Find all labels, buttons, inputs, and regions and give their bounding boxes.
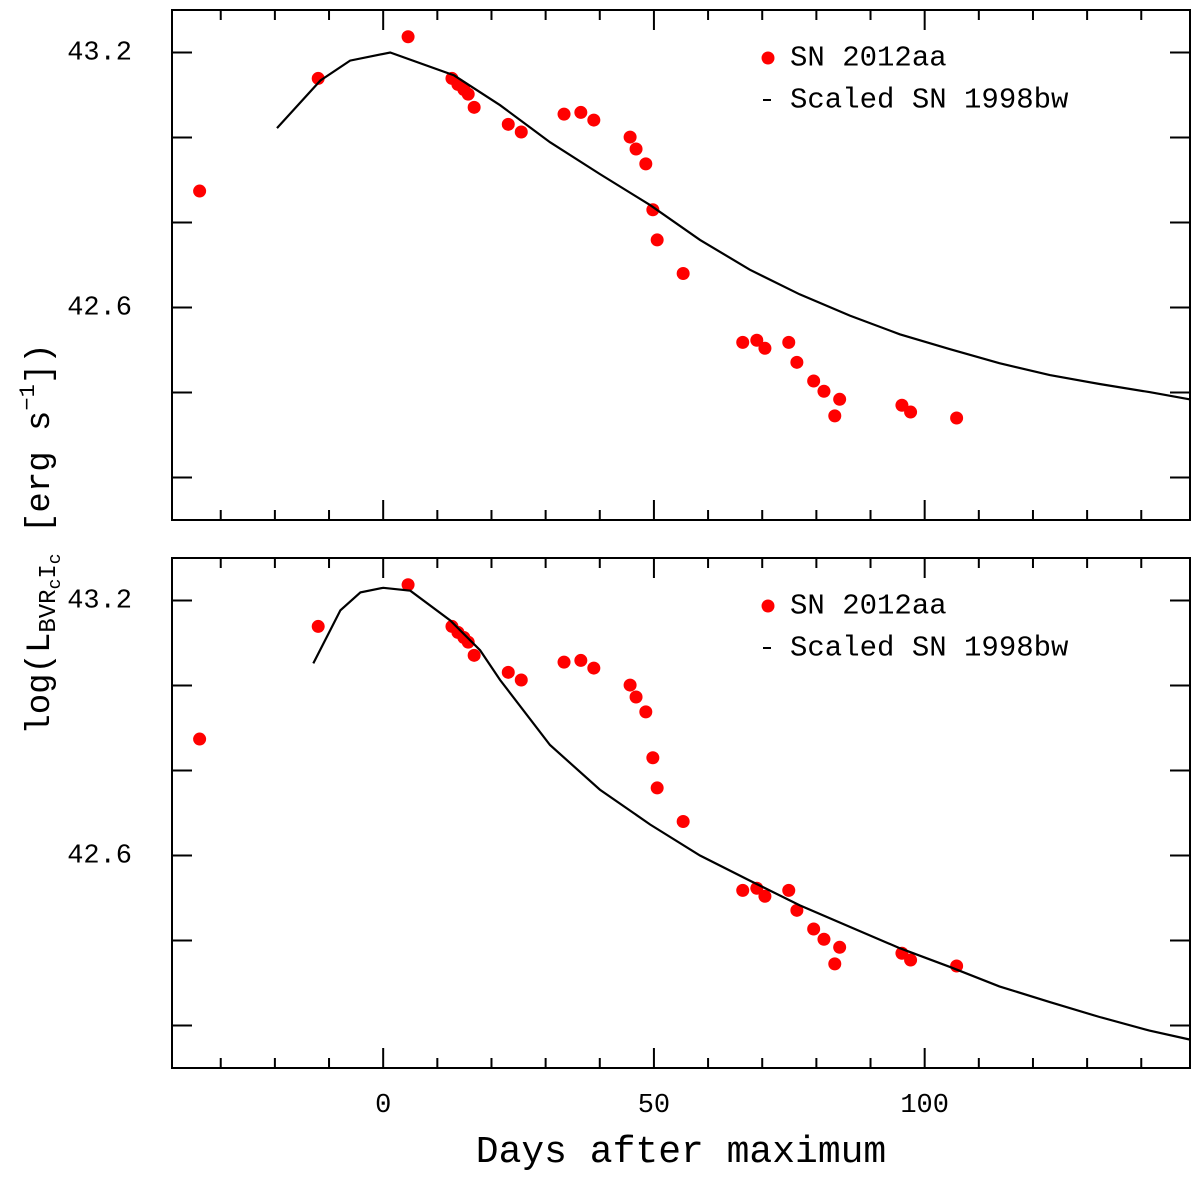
y-axis-label-part: c bbox=[46, 579, 66, 590]
data-point bbox=[501, 665, 515, 679]
data-point bbox=[828, 957, 842, 971]
data-point bbox=[401, 30, 415, 44]
data-point bbox=[587, 661, 601, 675]
legend-label: SN 2012aa bbox=[790, 42, 947, 75]
data-point bbox=[758, 341, 772, 355]
y-axis-label-part: c bbox=[46, 553, 66, 564]
data-point bbox=[758, 889, 772, 903]
legend-label: SN 2012aa bbox=[790, 590, 947, 623]
data-point bbox=[646, 751, 660, 765]
x-tick-label: 50 bbox=[638, 1091, 670, 1121]
data-point bbox=[501, 117, 515, 131]
data-point bbox=[467, 100, 481, 114]
data-point bbox=[514, 673, 528, 687]
data-point bbox=[650, 781, 664, 795]
y-tick-label: 43.2 bbox=[67, 39, 132, 69]
legend-marker bbox=[761, 51, 775, 65]
data-point bbox=[587, 113, 601, 127]
data-point bbox=[623, 678, 637, 692]
y-axis-label-part: log(L bbox=[22, 633, 60, 735]
plot-frame bbox=[171, 9, 1191, 521]
data-point bbox=[790, 903, 804, 917]
plot-frame bbox=[171, 557, 1191, 1069]
model-curve bbox=[276, 51, 1190, 401]
data-point bbox=[650, 233, 664, 247]
legend-label: Scaled SN 1998bw bbox=[790, 632, 1069, 665]
data-point bbox=[557, 107, 571, 121]
data-point bbox=[574, 653, 588, 667]
y-axis-label-part: ]) bbox=[22, 343, 60, 384]
data-point bbox=[817, 384, 831, 398]
data-point bbox=[646, 203, 660, 217]
data-point bbox=[807, 374, 821, 388]
x-tick-label: 0 bbox=[375, 1091, 391, 1121]
data-point bbox=[828, 409, 842, 423]
data-point bbox=[623, 130, 637, 144]
y-tick-label: 42.6 bbox=[67, 842, 132, 872]
data-point bbox=[833, 392, 847, 406]
data-point bbox=[557, 655, 571, 669]
data-point bbox=[904, 953, 918, 967]
data-point bbox=[467, 648, 481, 662]
y-tick-label: 43.2 bbox=[67, 587, 132, 617]
data-point bbox=[750, 333, 764, 347]
data-point bbox=[807, 922, 821, 936]
data-point bbox=[736, 883, 750, 897]
data-point bbox=[817, 932, 831, 946]
y-axis-label-part: I bbox=[36, 564, 63, 578]
data-point bbox=[904, 405, 918, 419]
data-point bbox=[950, 411, 964, 425]
data-point bbox=[514, 125, 528, 139]
data-point bbox=[193, 184, 207, 198]
legend-marker bbox=[761, 599, 775, 613]
data-point bbox=[629, 142, 643, 156]
data-point bbox=[676, 267, 690, 280]
data-point bbox=[461, 635, 475, 649]
data-point bbox=[461, 87, 475, 101]
data-point bbox=[311, 619, 325, 633]
data-point bbox=[790, 355, 804, 369]
y-axis-label-part: BVR bbox=[36, 589, 63, 632]
data-point bbox=[311, 71, 325, 85]
data-point bbox=[401, 578, 415, 592]
data-point bbox=[676, 815, 690, 828]
data-point bbox=[639, 157, 653, 171]
data-point bbox=[193, 732, 207, 746]
data-point bbox=[782, 335, 796, 349]
data-point bbox=[629, 690, 643, 704]
data-point bbox=[736, 335, 750, 349]
data-point bbox=[574, 105, 588, 119]
data-point bbox=[782, 883, 796, 897]
y-axis-label: log(LBVRcIc [erg s−1]) bbox=[16, 343, 66, 734]
legend-label: Scaled SN 1998bw bbox=[790, 84, 1069, 117]
data-point bbox=[639, 705, 653, 719]
x-tick-label: 100 bbox=[900, 1091, 949, 1121]
model-curve bbox=[312, 586, 1190, 1041]
y-axis-label-part: −1 bbox=[16, 384, 41, 410]
y-tick-label: 42.6 bbox=[67, 294, 132, 324]
x-axis-label: Days after maximum bbox=[476, 1131, 886, 1174]
data-point bbox=[833, 940, 847, 954]
y-axis-label-part: [erg s bbox=[22, 411, 60, 554]
